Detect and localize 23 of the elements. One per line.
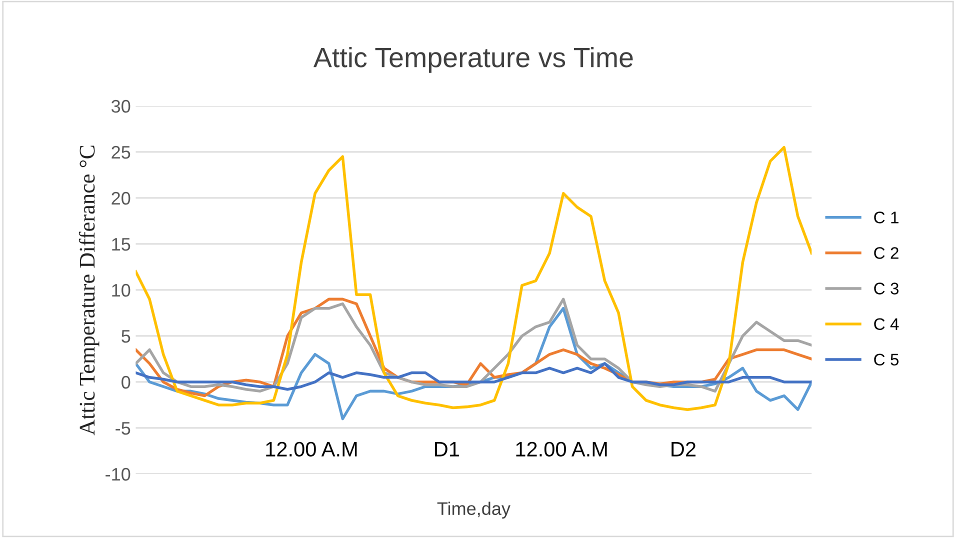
y-tick-label: 25 — [112, 146, 130, 159]
legend-label: C 3 — [874, 282, 899, 294]
annotation: 12.00 A.M — [516, 442, 607, 457]
legend-label: C 1 — [874, 212, 898, 224]
legend-label: C 4 — [874, 318, 899, 330]
y-tick-label: -10 — [106, 468, 130, 481]
annotation: 12.00 A.M — [266, 442, 357, 457]
annotation: D1 — [435, 442, 459, 456]
y-tick-label: -5 — [116, 422, 130, 435]
y-tick-label: 10 — [112, 284, 130, 297]
line-series — [136, 146, 812, 411]
legend-label: C 2 — [874, 247, 898, 259]
annotation: D2 — [672, 442, 696, 456]
y-axis-title: Attic Temperature Differance °C — [78, 146, 100, 436]
legend-label: C 5 — [874, 354, 899, 366]
y-tick-label: 15 — [112, 238, 130, 251]
y-tick-label: 20 — [112, 192, 130, 205]
y-tick-label: 0 — [122, 376, 130, 389]
chart-title: Attic Temperature vs Time — [313, 46, 633, 73]
line-series — [136, 362, 812, 391]
y-tick-label: 5 — [122, 330, 130, 343]
x-axis-title: Time,day — [437, 502, 510, 519]
y-tick-label: 30 — [112, 100, 130, 113]
